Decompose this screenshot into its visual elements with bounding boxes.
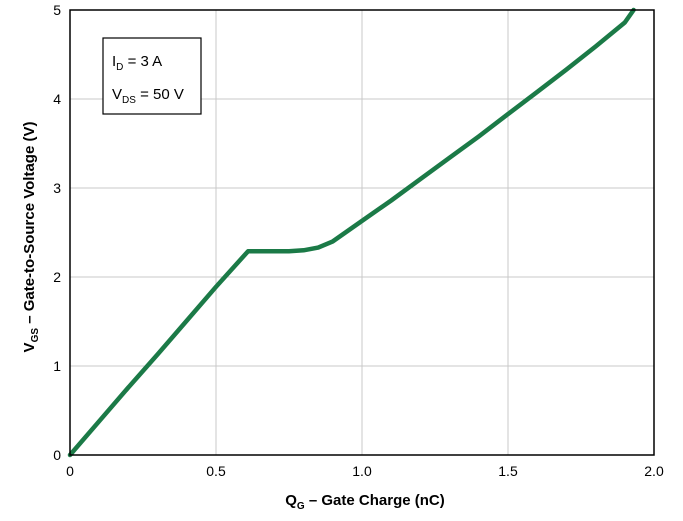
- legend-line1-main: I: [112, 53, 116, 70]
- x-tick-label: 1.0: [352, 463, 372, 479]
- y-tick-label: 3: [53, 180, 61, 196]
- series-line: [67, 7, 636, 458]
- legend-line2-main: V: [112, 86, 122, 103]
- legend-line2-rest: = 50 V: [136, 86, 184, 103]
- y-tick-label: 5: [53, 2, 61, 18]
- y-tick-label: 0: [53, 447, 61, 463]
- x-tick-label: 2.0: [644, 463, 664, 479]
- plot-frame: [69, 9, 655, 456]
- y-axis-title-rest: – Gate-to-Source Voltage (V): [21, 122, 38, 328]
- legend-line1-sub: D: [116, 62, 123, 73]
- x-tick-label: 0: [66, 463, 74, 479]
- x-tick-label: 1.5: [498, 463, 518, 479]
- svg-text:VDS = 50 V: VDS = 50 V: [112, 86, 184, 106]
- svg-text:ID = 3 A: ID = 3 A: [112, 53, 162, 73]
- y-axis-title: VGS – Gate-to-Source Voltage (V): [21, 122, 41, 353]
- x-axis-title: QG – Gate Charge (nC): [285, 492, 444, 512]
- x-tick-label: 0.5: [206, 463, 226, 479]
- y-axis-title-main: V: [21, 342, 38, 352]
- legend-box: ID = 3 A VDS = 50 V: [102, 37, 202, 115]
- series-layer: [67, 7, 636, 458]
- tick-labels: 0 0.5 1.0 1.5 2.0 0 1 2 3 4 5: [53, 2, 664, 479]
- y-tick-label: 2: [53, 269, 61, 285]
- x-axis-title-rest: – Gate Charge (nC): [305, 492, 445, 509]
- x-axis-title-main: Q: [285, 492, 297, 509]
- legend-line2-sub: DS: [122, 95, 136, 106]
- y-tick-label: 1: [53, 358, 61, 374]
- y-axis-title-sub: GS: [30, 328, 41, 343]
- y-tick-label: 4: [53, 91, 61, 107]
- x-axis-title-sub: G: [297, 501, 305, 512]
- legend-line1-rest: = 3 A: [123, 53, 162, 70]
